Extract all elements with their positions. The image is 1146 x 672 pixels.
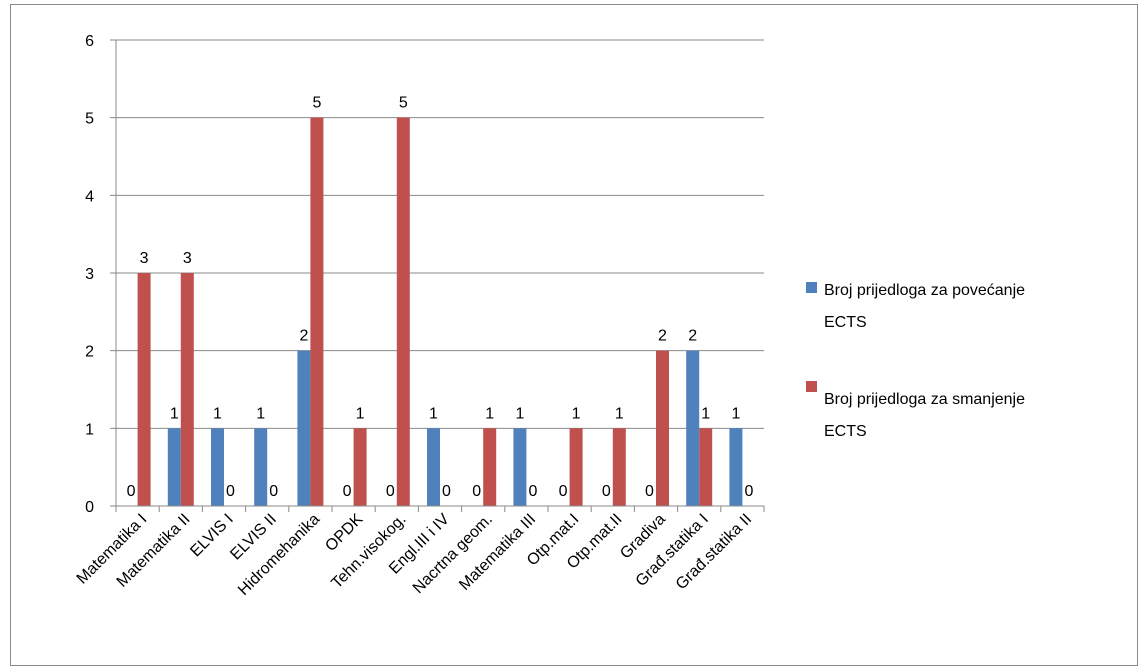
data-label: 0 <box>744 483 753 500</box>
legend-label-decrease-cont: ECTS <box>824 423 867 440</box>
y-tick-label: 4 <box>85 188 94 205</box>
data-label: 5 <box>399 95 408 112</box>
data-label: 0 <box>343 483 352 500</box>
bar-decrease <box>483 428 497 506</box>
data-label: 1 <box>615 405 624 422</box>
bar-increase <box>513 428 527 506</box>
axes <box>115 40 765 512</box>
data-label: 1 <box>213 405 222 422</box>
bar-decrease <box>180 273 194 506</box>
bar-decrease <box>656 350 669 506</box>
data-label: 0 <box>127 483 136 500</box>
bar-decrease <box>699 428 713 506</box>
y-tick-label: 2 <box>85 344 94 361</box>
bar-decrease <box>396 117 410 507</box>
bar-increase <box>686 350 700 506</box>
legend-label-increase-cont: ECTS <box>824 314 867 331</box>
data-label: 3 <box>183 250 192 267</box>
legend: Broj prijedloga za povećanje ECTS Broj p… <box>806 282 1025 440</box>
data-label: 0 <box>472 483 481 500</box>
bars <box>137 117 743 507</box>
y-tick-label: 6 <box>85 33 94 50</box>
data-label: 1 <box>170 405 179 422</box>
bar-decrease <box>310 117 324 507</box>
chart-frame <box>10 4 1138 666</box>
data-label: 1 <box>256 405 265 422</box>
data-label: 5 <box>312 95 321 112</box>
data-label: 2 <box>688 328 697 345</box>
bar-increase <box>211 428 224 506</box>
legend-label-decrease: Broj prijedloga za smanjenje <box>824 391 1025 408</box>
data-label: 0 <box>645 483 654 500</box>
data-label: 2 <box>658 328 667 345</box>
x-tick-label: Hidromehanika <box>235 511 323 599</box>
legend-label-increase: Broj prijedloga za povećanje <box>824 282 1025 299</box>
data-labels: 0 1 1 1 2 0 0 1 0 1 0 0 0 2 1 3 3 0 0 5 1 5 0 1 0 1 1 2 1 0 <box>127 95 754 500</box>
y-tick-label: 3 <box>85 266 94 283</box>
bar-decrease <box>569 428 583 506</box>
legend-swatch-decrease <box>806 381 817 392</box>
x-tick-label: Građ.statika II <box>673 511 755 593</box>
bar-increase <box>254 428 268 506</box>
data-label: 0 <box>269 483 278 500</box>
y-tick-label: 1 <box>85 421 94 438</box>
y-tick-label: 0 <box>85 499 94 516</box>
data-label: 1 <box>356 405 365 422</box>
y-tick-labels: 0 1 2 3 4 5 6 <box>85 33 94 516</box>
data-label: 0 <box>226 483 235 500</box>
x-tick-label: Matematika III <box>456 511 539 594</box>
bar-decrease <box>137 273 151 506</box>
data-label: 0 <box>528 483 537 500</box>
bar-decrease <box>612 428 626 506</box>
data-label: 1 <box>731 405 740 422</box>
legend-swatch-increase <box>806 282 817 293</box>
data-label: 1 <box>515 405 524 422</box>
bar-increase <box>427 428 440 506</box>
data-label: 0 <box>602 483 611 500</box>
bar-increase <box>729 428 743 506</box>
data-label: 0 <box>442 483 451 500</box>
data-label: 1 <box>485 405 494 422</box>
data-label: 3 <box>140 250 149 267</box>
bar-increase <box>297 350 311 506</box>
y-tick-label: 5 <box>85 111 94 128</box>
data-label: 2 <box>299 328 308 345</box>
data-label: 1 <box>429 405 438 422</box>
data-label: 0 <box>386 483 395 500</box>
bar-decrease <box>353 428 367 506</box>
data-label: 1 <box>701 405 710 422</box>
bar-increase <box>167 428 181 506</box>
data-label: 0 <box>559 483 568 500</box>
x-tick-label: Tehn.visokog. <box>328 511 409 592</box>
data-label: 1 <box>572 405 581 422</box>
